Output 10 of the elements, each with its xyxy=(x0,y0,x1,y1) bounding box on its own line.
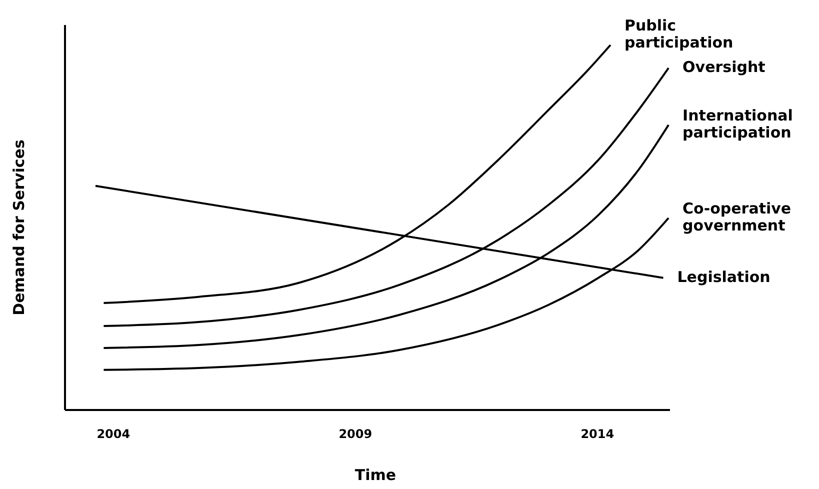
x-axis-title: Time xyxy=(354,466,396,484)
series-label: Co-operative government xyxy=(682,200,792,235)
series-label: Legislation xyxy=(677,268,770,286)
x-tick-label: 2014 xyxy=(580,427,614,441)
series-label: Oversight xyxy=(682,58,766,76)
x-tick-label: 2004 xyxy=(96,427,130,441)
series-label: International participation xyxy=(682,106,793,142)
y-axis-title: Demand for Services xyxy=(10,140,28,316)
x-tick-label: 2009 xyxy=(338,427,372,441)
series-label: Public participation xyxy=(624,16,734,52)
